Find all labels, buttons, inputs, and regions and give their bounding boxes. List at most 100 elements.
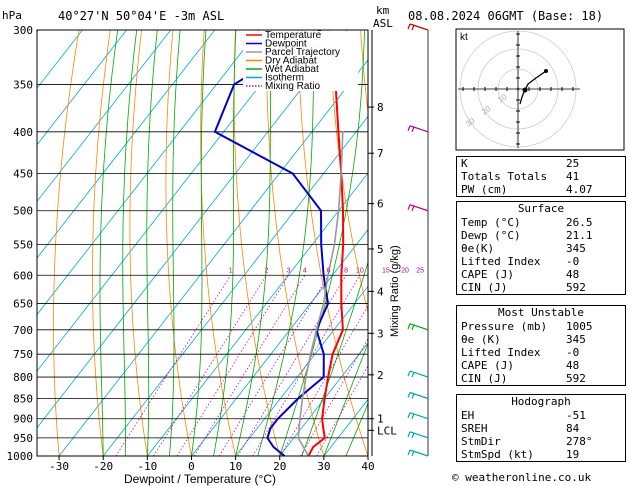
data-point <box>327 274 329 277</box>
wind-barb-flag <box>411 393 415 399</box>
wind-barb <box>407 431 429 439</box>
series-line-dewpoint <box>213 30 330 456</box>
data-point <box>291 172 294 175</box>
wet-adiabat-line <box>345 402 368 456</box>
mixing-ratio-line <box>316 364 368 456</box>
mixing-ratio-line <box>153 275 267 456</box>
table-row: CAPE (J) 48 <box>457 268 625 281</box>
table-row: PW (cm) 4.07 <box>457 183 625 196</box>
wind-barb-flag <box>407 204 411 210</box>
data-point <box>337 131 340 133</box>
wet-adiabat-line <box>169 30 181 456</box>
row-value: 41 <box>566 170 580 183</box>
wind-barb <box>407 125 429 133</box>
wind-barb-flag <box>407 449 411 456</box>
wind-barb-shaft <box>409 431 429 439</box>
row-label: CAPE (J) <box>461 359 514 372</box>
pressure-tick-label: 550 <box>13 238 33 251</box>
pressure-tick-label: 600 <box>13 269 33 282</box>
pressure-tick-label: 950 <box>13 432 33 445</box>
isotherm-line <box>102 115 368 456</box>
mixing-ratio-labels: 1 2 3 4 6 8 10 15 20 25 <box>229 267 424 274</box>
dry-adiabat-line <box>360 30 368 116</box>
wind-barb <box>407 323 429 331</box>
x-tick-label: -20 <box>93 460 113 473</box>
legend-label: Isotherm <box>265 73 304 84</box>
data-point <box>333 243 336 246</box>
hodograph-unit-label: kt <box>460 32 468 43</box>
row-label: EH <box>461 409 475 422</box>
table-row: Lifted Index -0 <box>457 255 625 268</box>
mixing-ratio-line <box>115 275 232 456</box>
x-tick-label: 0 <box>188 460 195 473</box>
mixing-ratio-label: 25 <box>416 267 424 274</box>
row-value: -0 <box>566 255 580 268</box>
pressure-tick-label: 850 <box>13 392 33 405</box>
legend-box <box>243 31 358 91</box>
wind-barb-flag <box>407 323 411 330</box>
row-label: Dewp (°C) <box>461 229 521 242</box>
wind-barb-flag <box>407 431 411 438</box>
pressure-unit-label: hPa <box>2 9 22 22</box>
table-row: Temp (°C) 26.5 <box>457 216 625 229</box>
mixing-ratio-label: 20 <box>401 267 409 274</box>
height-tick-label: 6 <box>377 198 384 211</box>
pressure-tick-label: 700 <box>13 324 33 337</box>
row-label: StmSpd (kt) <box>461 448 534 461</box>
isotherm-line <box>191 229 368 456</box>
row-label: Lifted Index <box>461 346 541 359</box>
height-tick-label: 8 <box>377 101 384 114</box>
wind-barb-flag <box>407 125 411 132</box>
surface-title: Surface <box>517 202 565 215</box>
data-point <box>277 417 279 420</box>
legend-label: Dewpoint <box>265 39 307 50</box>
mixing-ratio-label: 2 <box>264 267 268 274</box>
wind-barb-flag <box>411 24 415 31</box>
height-tick-label: 3 <box>377 327 384 340</box>
data-point <box>320 209 322 212</box>
wind-barb-flag <box>411 324 415 331</box>
most-unstable-table: Most Unstable Pressure (mb) 1005 θe (K) 345… <box>456 305 626 386</box>
x-tick-label: 10 <box>229 460 242 473</box>
pressure-tick-label: 750 <box>13 348 33 361</box>
isotherm-line <box>37 30 348 429</box>
copyright-footer[interactable]: © weatheronline.co.uk <box>452 471 592 484</box>
data-point <box>331 353 334 356</box>
legend-label: Wet Adiabat <box>265 64 319 75</box>
indices-table: K 25 Totals Totals 41 PW (cm) 4.07 <box>456 156 626 197</box>
table-row: StmDir 278° <box>457 435 625 448</box>
height-tick-label: 4 <box>377 285 384 298</box>
row-value: 345 <box>566 333 586 346</box>
wind-barb <box>407 370 429 378</box>
data-point <box>301 397 304 400</box>
height-tick-label: 7 <box>377 147 384 160</box>
data-point <box>272 446 275 448</box>
row-value: 19 <box>566 448 580 461</box>
isotherm-line <box>37 30 216 259</box>
height-tick-label: LCL <box>377 424 397 437</box>
data-point <box>322 302 325 305</box>
wind-barb-flag <box>407 23 411 30</box>
isotherm-line <box>235 285 368 456</box>
height-unit-label: km <box>376 4 390 17</box>
data-point <box>342 329 344 331</box>
isotherm-line <box>37 30 260 316</box>
table-row: CAPE (J) 48 <box>457 359 625 372</box>
table-row: Dewp (°C) 21.1 <box>457 229 625 242</box>
row-label: CIN (J) <box>461 281 508 294</box>
isotherm-line <box>37 30 127 146</box>
data-point <box>340 274 343 277</box>
pressure-tick-label: 1000 <box>7 450 34 463</box>
mixing-ratio-label: 10 <box>356 267 364 274</box>
row-label: K <box>461 157 468 170</box>
row-label: CAPE (J) <box>461 268 514 281</box>
data-point <box>214 131 216 133</box>
row-value: 25 <box>566 157 580 170</box>
data-point <box>337 209 340 212</box>
isotherm-line <box>58 59 368 456</box>
wet-adiabat-line <box>323 342 368 456</box>
row-value: 4.07 <box>566 183 593 196</box>
table-row: θe (K) 345 <box>457 333 625 346</box>
data-point <box>312 446 315 448</box>
